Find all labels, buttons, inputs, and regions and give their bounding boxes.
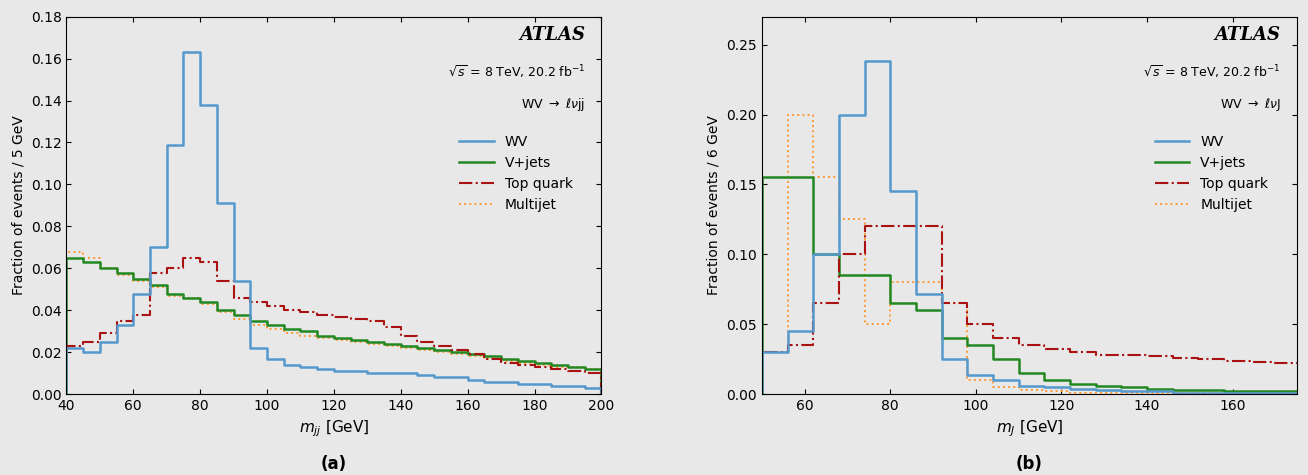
X-axis label: $m_{J}$ [GeV]: $m_{J}$ [GeV] <box>995 418 1063 439</box>
Text: ATLAS: ATLAS <box>1215 26 1281 44</box>
Text: $\sqrt{s}$ = 8 TeV, 20.2 fb$^{-1}$: $\sqrt{s}$ = 8 TeV, 20.2 fb$^{-1}$ <box>1143 64 1281 81</box>
Legend: WV, V+jets, Top quark, Multijet: WV, V+jets, Top quark, Multijet <box>454 129 578 217</box>
Text: WV $\rightarrow$ $\ell\nu$J: WV $\rightarrow$ $\ell\nu$J <box>1220 96 1281 113</box>
Y-axis label: Fraction of events / 5 GeV: Fraction of events / 5 GeV <box>10 115 25 295</box>
Text: (b): (b) <box>1016 455 1042 473</box>
Text: WV $\rightarrow$ $\ell\nu$jj: WV $\rightarrow$ $\ell\nu$jj <box>521 96 586 113</box>
Legend: WV, V+jets, Top quark, Multijet: WV, V+jets, Top quark, Multijet <box>1148 129 1274 217</box>
Text: (a): (a) <box>320 455 347 473</box>
X-axis label: $m_{jj}$ [GeV]: $m_{jj}$ [GeV] <box>298 418 369 439</box>
Text: $\sqrt{s}$ = 8 TeV, 20.2 fb$^{-1}$: $\sqrt{s}$ = 8 TeV, 20.2 fb$^{-1}$ <box>447 64 586 81</box>
Y-axis label: Fraction of events / 6 GeV: Fraction of events / 6 GeV <box>706 115 721 295</box>
Text: ATLAS: ATLAS <box>519 26 586 44</box>
